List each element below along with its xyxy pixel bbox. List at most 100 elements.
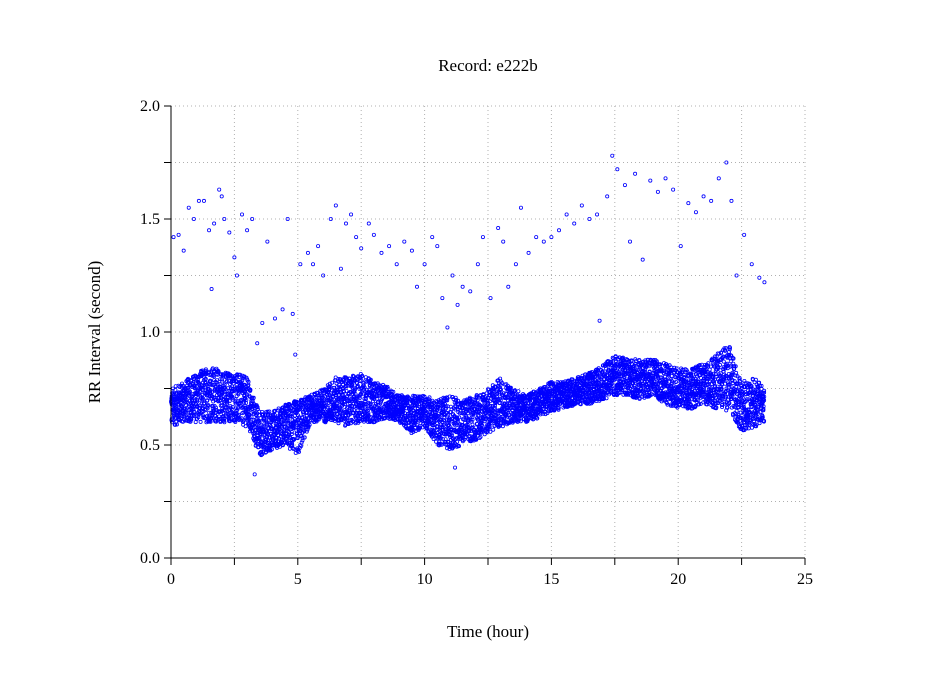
data-point <box>204 382 209 387</box>
data-point <box>435 424 440 429</box>
data-point <box>491 427 496 432</box>
data-point <box>279 425 284 430</box>
data-point <box>405 401 410 406</box>
data-point <box>344 388 349 393</box>
data-point <box>361 381 366 386</box>
data-point <box>197 389 202 394</box>
data-point <box>289 429 294 434</box>
data-point <box>357 395 362 400</box>
data-point <box>280 443 285 448</box>
data-point <box>230 404 235 409</box>
data-points <box>169 153 767 477</box>
data-point <box>443 404 448 409</box>
data-point <box>330 418 335 423</box>
data-point <box>197 411 202 416</box>
data-point <box>193 420 198 425</box>
data-point <box>372 386 377 391</box>
data-point <box>189 417 194 422</box>
data-point <box>260 452 265 457</box>
data-point <box>299 440 304 445</box>
data-point <box>362 387 367 392</box>
data-point <box>385 384 390 389</box>
data-point <box>262 424 267 429</box>
data-point <box>171 392 176 397</box>
data-point <box>224 405 229 410</box>
data-point <box>302 429 307 434</box>
data-point <box>240 378 245 383</box>
data-point <box>442 402 447 407</box>
data-point <box>443 406 448 411</box>
data-point <box>174 422 179 427</box>
data-point <box>241 418 246 423</box>
data-point <box>222 418 227 423</box>
data-point <box>257 420 262 425</box>
data-point <box>265 432 270 437</box>
data-point <box>336 395 341 400</box>
data-point <box>180 404 185 409</box>
data-point <box>203 376 208 381</box>
data-point <box>430 410 435 415</box>
data-point <box>224 379 229 384</box>
data-point <box>255 405 260 410</box>
data-point <box>239 416 244 421</box>
data-point <box>391 389 396 394</box>
data-point <box>360 373 365 378</box>
data-point <box>188 416 193 421</box>
data-point <box>289 414 294 419</box>
data-point <box>230 395 235 400</box>
data-point <box>298 424 303 429</box>
data-point <box>183 410 188 415</box>
data-point <box>350 385 355 390</box>
data-point <box>304 429 309 434</box>
data-point <box>214 378 219 383</box>
data-point <box>264 420 269 425</box>
data-point <box>187 389 192 394</box>
data-point <box>176 403 181 408</box>
data-point <box>216 370 221 375</box>
data-point <box>362 385 367 390</box>
data-point <box>244 397 249 402</box>
data-point <box>237 400 242 405</box>
grid <box>171 105 806 558</box>
data-point <box>389 389 394 394</box>
data-point <box>263 450 268 455</box>
data-point <box>227 399 232 404</box>
data-point <box>233 419 238 424</box>
data-point <box>229 407 234 412</box>
data-point <box>352 387 357 392</box>
data-point <box>276 406 281 411</box>
data-point <box>351 408 356 413</box>
data-point <box>219 377 224 382</box>
data-point <box>334 385 339 390</box>
data-point <box>411 429 416 434</box>
data-point <box>269 447 274 452</box>
data-point <box>412 422 417 427</box>
data-point <box>361 391 366 396</box>
data-point <box>385 391 390 396</box>
data-point <box>378 405 383 410</box>
data-point <box>225 399 230 404</box>
data-point <box>386 387 391 392</box>
data-point <box>225 401 230 406</box>
data-point <box>208 390 213 395</box>
data-point <box>222 416 227 421</box>
data-point <box>355 383 360 388</box>
data-point <box>220 389 225 394</box>
data-point <box>423 410 428 415</box>
data-point <box>251 395 256 400</box>
data-point <box>206 419 211 424</box>
data-point <box>345 404 350 409</box>
data-point <box>219 396 224 401</box>
data-point <box>445 396 450 401</box>
data-point <box>293 450 298 455</box>
data-point <box>260 436 265 441</box>
data-point <box>344 405 349 410</box>
data-point <box>426 399 431 404</box>
data-point <box>342 389 347 394</box>
data-point <box>300 415 305 420</box>
data-point <box>235 406 240 411</box>
data-point <box>446 413 451 418</box>
data-point <box>219 403 224 408</box>
data-point <box>213 405 218 410</box>
